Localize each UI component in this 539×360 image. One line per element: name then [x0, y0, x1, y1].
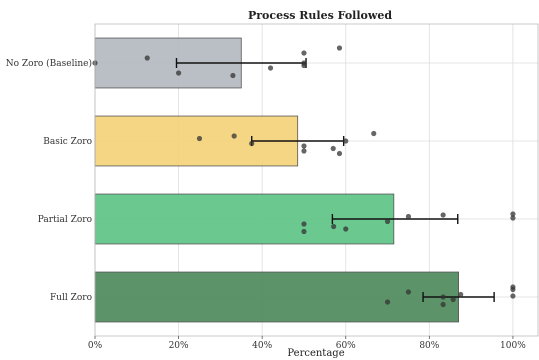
error-bars-group: [175, 58, 495, 302]
point-1-2: [249, 140, 255, 147]
point-3-5: [458, 291, 464, 298]
point-0-1: [144, 55, 150, 61]
point-0-7: [301, 62, 307, 69]
y-tick-labels: No Zoro (Baseline) Basic Zoro Partial Zoro…: [6, 58, 92, 303]
point-1-8: [371, 130, 377, 137]
x-tick-label-2: 40%: [252, 341, 272, 351]
point-2-4: [384, 218, 391, 225]
point-2-2: [331, 223, 337, 230]
x-tick-labels: 0% 20% 40% 60% 80% 100%: [88, 336, 526, 351]
point-1-3: [301, 143, 307, 149]
point-1-4: [301, 148, 307, 154]
point-3-4: [450, 296, 456, 303]
bar-3: [94, 271, 459, 323]
point-2-1: [301, 228, 307, 235]
point-1-0: [196, 135, 203, 142]
x-axis-label: Percentage: [287, 348, 344, 359]
bars-group: [94, 37, 459, 323]
chart-title: Process Rules Followed: [248, 9, 392, 22]
point-1-5: [330, 145, 336, 152]
x-tick-label-4: 80%: [419, 341, 439, 351]
point-3-6: [510, 293, 516, 299]
point-0-4: [267, 65, 274, 71]
point-2-6: [440, 212, 446, 218]
point-3-8: [510, 284, 516, 290]
point-1-1: [231, 133, 237, 139]
point-1-7: [343, 138, 349, 144]
point-2-3: [343, 226, 349, 232]
point-0-2: [175, 70, 182, 76]
point-2-5: [405, 213, 412, 220]
point-0-8: [336, 45, 343, 51]
points-group: [92, 45, 516, 308]
x-tick-label-1: 20%: [169, 341, 189, 351]
point-1-6: [336, 150, 343, 157]
y-tick-label-2: Partial Zoro: [38, 215, 92, 225]
point-3-0: [384, 299, 391, 305]
x-tick-label-5: 100%: [500, 341, 526, 351]
point-2-0: [301, 221, 307, 227]
plot-frame: [94, 23, 539, 337]
point-3-1: [405, 289, 412, 295]
y-tick-label-0: No Zoro (Baseline): [6, 58, 92, 69]
x-tick-label-3: 60%: [336, 341, 356, 351]
point-3-2: [440, 294, 446, 300]
point-2-8: [510, 215, 516, 221]
point-0-5: [301, 50, 307, 56]
y-tick-label-1: Basic Zoro: [43, 137, 92, 147]
point-2-7: [510, 211, 516, 217]
y-tick-label-3: Full Zoro: [50, 293, 92, 303]
point-3-3: [440, 301, 446, 308]
point-0-3: [230, 72, 236, 79]
x-tick-label-0: 0%: [88, 341, 103, 351]
